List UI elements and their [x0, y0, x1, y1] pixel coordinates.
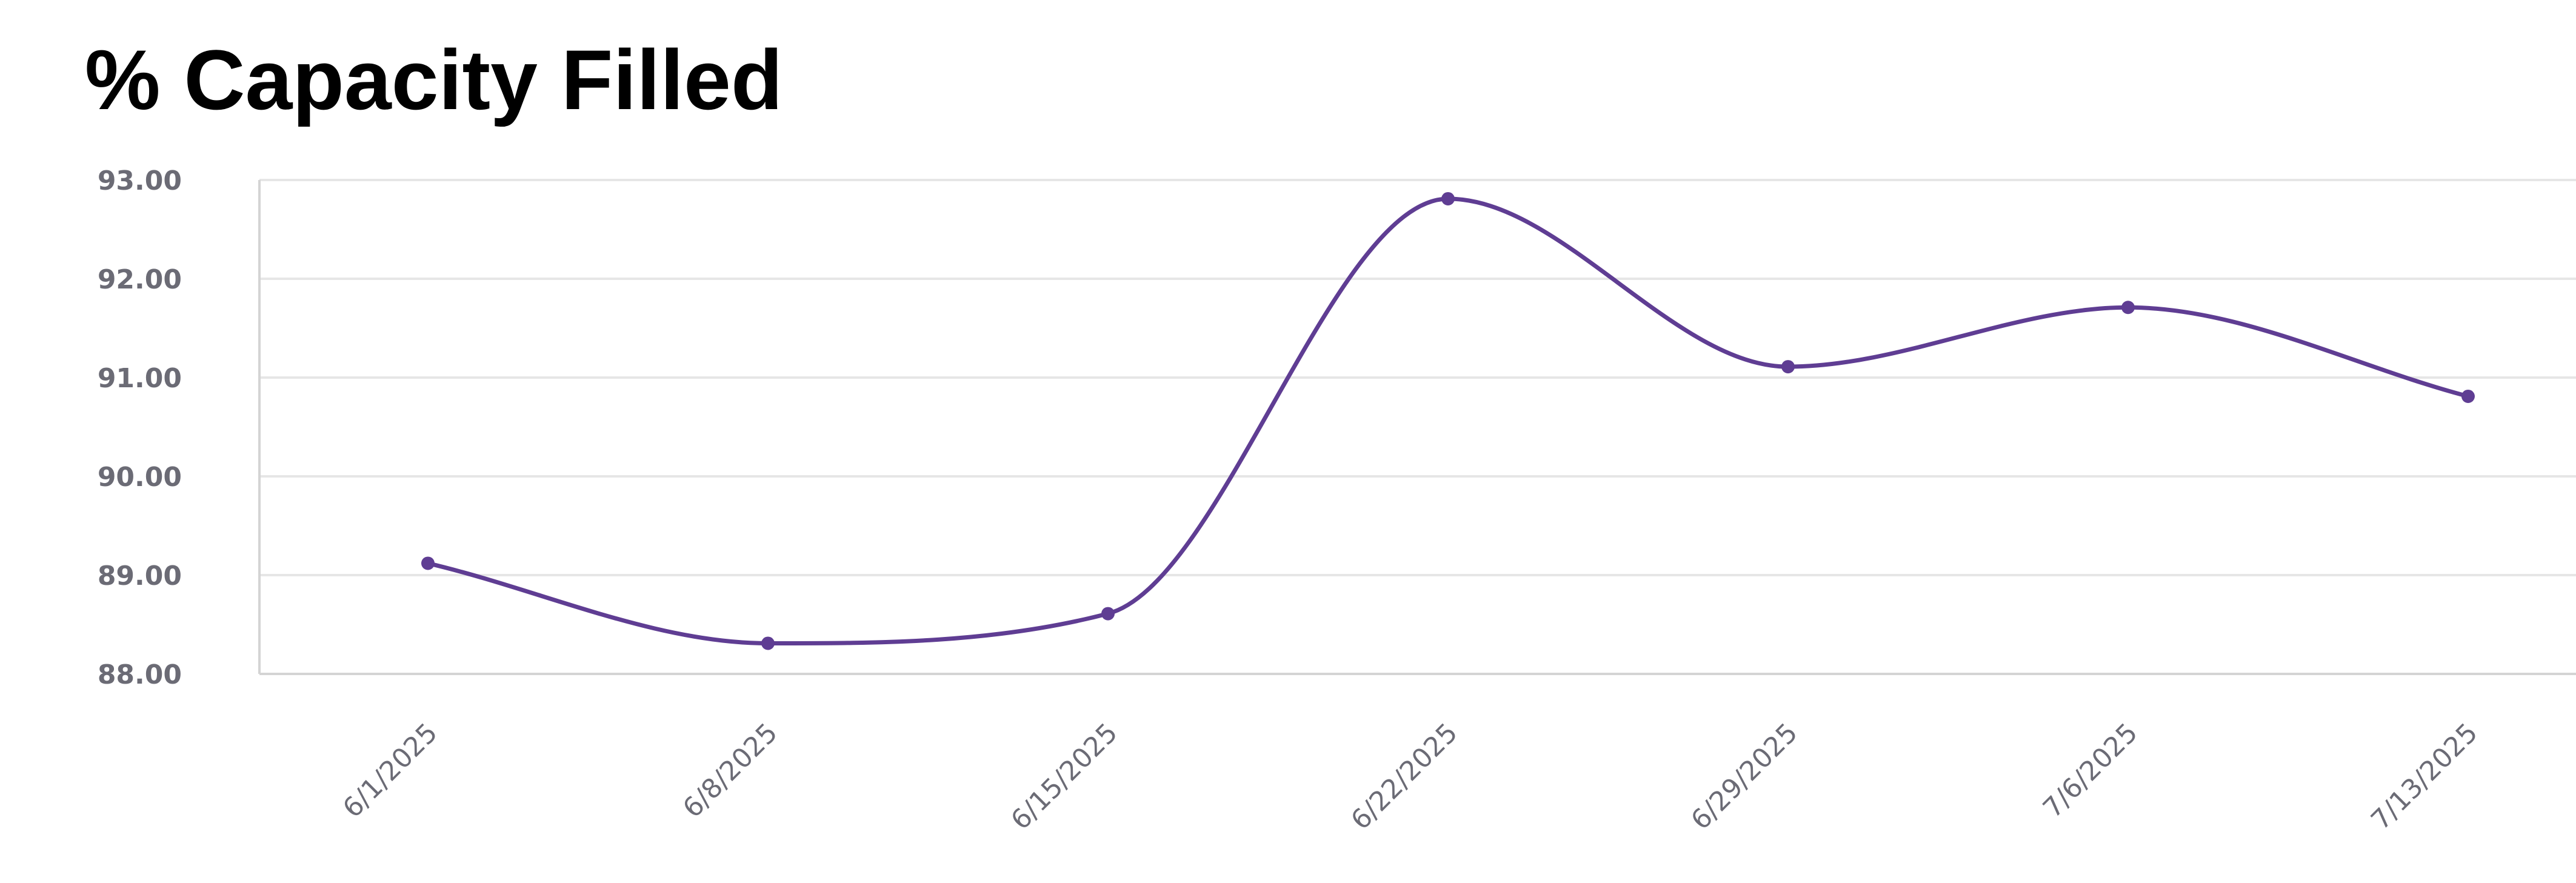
chart-title: % Capacity Filled — [85, 32, 783, 127]
axes — [258, 180, 2576, 675]
data-point-6/1/2025[interactable] — [421, 556, 435, 570]
y-axis-ticks: 88.00 89.00 90.00 91.00 92.00 93.00 — [98, 165, 182, 690]
x-tick-label: 7/6/2025 — [2037, 718, 2144, 824]
x-tick-label: 6/1/2025 — [337, 718, 444, 824]
x-tick-label: 6/15/2025 — [1005, 718, 1124, 836]
y-tick-label: 93.00 — [98, 165, 182, 196]
data-point-6/29/2025[interactable] — [1781, 360, 1795, 374]
y-tick-label: 90.00 — [98, 462, 182, 493]
data-point-7/13/2025[interactable] — [2461, 389, 2475, 403]
x-tick-label: 6/22/2025 — [1345, 718, 1464, 836]
data-point-6/22/2025[interactable] — [1441, 192, 1455, 205]
grid-lines — [259, 179, 2576, 576]
data-point-6/8/2025[interactable] — [761, 636, 775, 650]
y-tick-label: 92.00 — [98, 264, 182, 295]
data-point-7/6/2025[interactable] — [2121, 301, 2135, 315]
y-tick-label: 89.00 — [98, 561, 182, 591]
x-tick-label: 6/8/2025 — [677, 718, 784, 824]
x-tick-label: 7/13/2025 — [2365, 718, 2484, 836]
x-axis-ticks: 6/1/2025 6/8/2025 6/15/2025 6/22/2025 6/29/2… — [337, 718, 2484, 836]
x-tick-label: 6/29/2025 — [1685, 718, 1804, 836]
data-point-6/15/2025[interactable] — [1101, 607, 1115, 621]
series — [421, 192, 2475, 650]
series-line — [425, 196, 2471, 645]
y-tick-label: 88.00 — [98, 659, 182, 690]
y-tick-label: 91.00 — [98, 363, 182, 394]
